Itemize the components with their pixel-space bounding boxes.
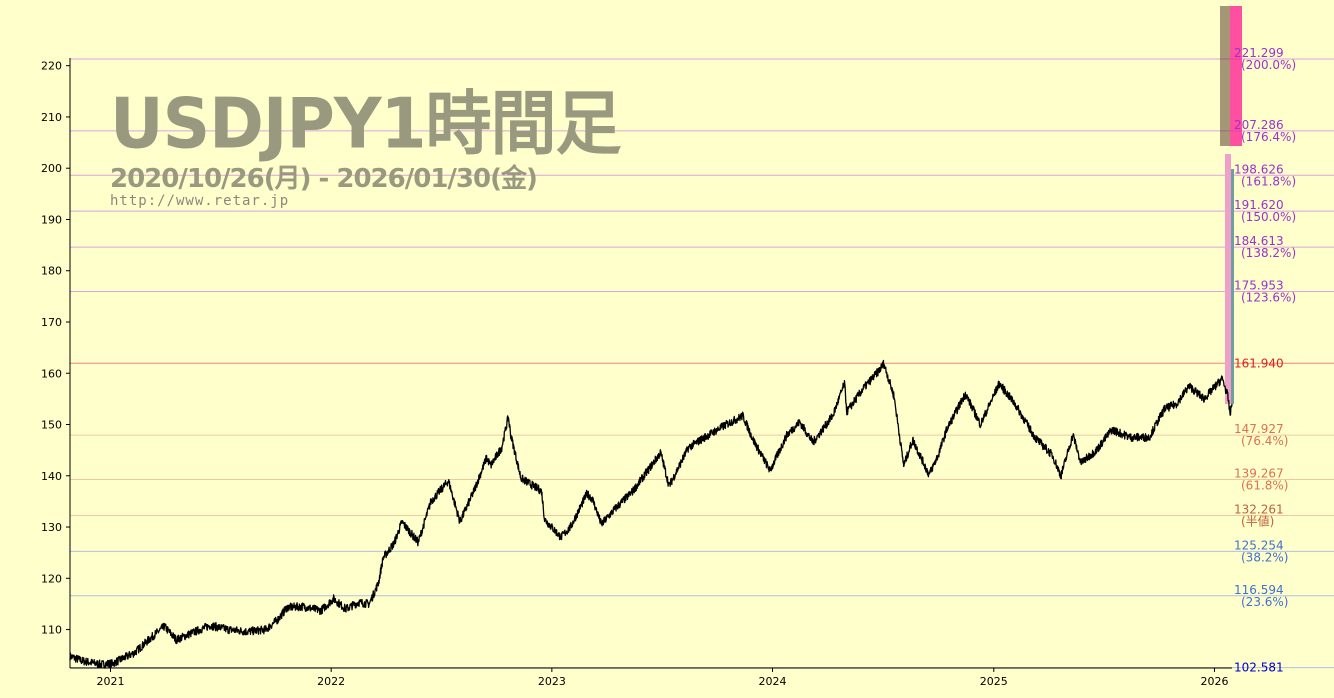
chart-period: 2020/10/26(月) - 2026/01/30(金)	[110, 164, 538, 194]
level-percent-label: (半値)	[1241, 513, 1274, 528]
y-tick-label: 180	[41, 265, 62, 278]
level-percent-label: (176.4%)	[1241, 130, 1296, 144]
price-line	[69, 359, 1233, 669]
x-tick-label: 2023	[538, 675, 566, 688]
level-percent-label: (23.6%)	[1241, 595, 1288, 609]
level-value-label: 116.594	[1234, 583, 1284, 597]
level-value-label: 147.927	[1234, 422, 1284, 436]
price-series	[69, 359, 1233, 669]
projection-bar-teal	[1231, 169, 1234, 405]
x-tick-label: 2022	[317, 675, 345, 688]
y-tick-label: 210	[41, 111, 62, 124]
y-tick-label: 190	[41, 213, 62, 226]
y-tick-label: 110	[41, 624, 62, 637]
axes: 110 120 130 140 150 160 170 180 190 200 210 220 2021…	[41, 58, 1232, 688]
x-tick-label: 2024	[759, 675, 787, 688]
level-value-label: 125.254	[1234, 538, 1284, 552]
level-percent-label: (38.2%)	[1241, 550, 1288, 564]
level-value-label: 139.267	[1234, 467, 1284, 481]
y-tick-label: 140	[41, 470, 62, 483]
level-percent-label: (76.4%)	[1241, 434, 1288, 448]
y-tick-label: 220	[41, 60, 62, 73]
level-value-label: 161.940	[1234, 356, 1284, 370]
level-value-label: 221.299	[1234, 46, 1284, 60]
y-tick-label: 160	[41, 367, 62, 380]
level-percent-label: (138.2%)	[1241, 246, 1296, 260]
level-value-label: 191.620	[1234, 198, 1284, 212]
level-value-label: 132.261	[1234, 502, 1284, 516]
level-value-label: 184.613	[1234, 234, 1284, 248]
level-percent-label: (61.8%)	[1241, 479, 1288, 493]
level-labels: 221.299(200.0%) 207.286(176.4%) 198.626(16…	[1234, 46, 1296, 675]
level-percent-label: (161.8%)	[1241, 174, 1296, 188]
y-tick-label: 130	[41, 521, 62, 534]
x-tick-label: 2021	[97, 675, 125, 688]
level-percent-label: (150.0%)	[1241, 210, 1296, 224]
y-tick-label: 150	[41, 419, 62, 432]
y-tick-label: 170	[41, 316, 62, 329]
chart-title: USDJPY1時間足	[110, 83, 622, 165]
level-value-label: 102.581	[1234, 661, 1284, 675]
y-tick-label: 120	[41, 572, 62, 585]
date-annotation-pink	[1230, 6, 1242, 146]
level-value-label: 207.286	[1234, 118, 1284, 132]
x-tick-label: 2025	[980, 675, 1008, 688]
level-percent-label: (123.6%)	[1241, 290, 1296, 304]
source-url: http://www.retar.jp	[110, 193, 290, 209]
level-value-label: 175.953	[1234, 278, 1284, 292]
projection-bars	[1220, 6, 1242, 405]
level-value-label: 198.626	[1234, 162, 1284, 176]
y-tick-label: 200	[41, 162, 62, 175]
x-tick-label: 2026	[1200, 675, 1228, 688]
date-annotation-dark	[1220, 6, 1230, 146]
projection-bar-pink	[1225, 154, 1231, 405]
level-percent-label: (200.0%)	[1241, 58, 1296, 72]
